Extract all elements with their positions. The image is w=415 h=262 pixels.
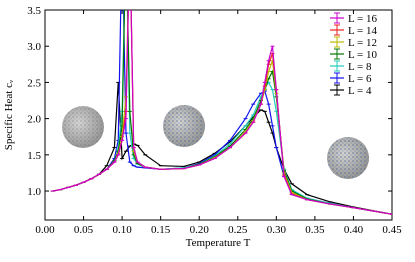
x-tick-label: 0.40 bbox=[344, 224, 364, 236]
y-tick-label: 2.5 bbox=[27, 77, 41, 89]
y-tick-label: 3.0 bbox=[27, 41, 41, 53]
series-line bbox=[52, 10, 392, 215]
legend-label: L = 4 bbox=[348, 85, 372, 97]
series-line bbox=[52, 10, 392, 215]
x-tick-label: 0.10 bbox=[112, 224, 132, 236]
plot-frame bbox=[44, 9, 393, 221]
series-line bbox=[52, 10, 392, 215]
series-line bbox=[52, 10, 392, 215]
series-line bbox=[52, 10, 392, 215]
legend-label: L = 12 bbox=[348, 37, 377, 49]
x-tick-label: 0.15 bbox=[151, 224, 171, 236]
x-tick-label: 0.45 bbox=[382, 224, 402, 236]
legend-label: L = 8 bbox=[348, 61, 372, 73]
x-tick-label: 0.25 bbox=[228, 224, 248, 236]
sphere-icons bbox=[62, 105, 369, 179]
plot-area bbox=[50, 10, 392, 215]
x-tick-label: 0.35 bbox=[305, 224, 325, 236]
x-tick-label: 0.20 bbox=[190, 224, 210, 236]
y-tick-label: 1.5 bbox=[27, 150, 41, 162]
x-tick-label: 0.05 bbox=[74, 224, 94, 236]
x-tick-label: 0.00 bbox=[35, 224, 55, 236]
x-tick-label: 0.30 bbox=[267, 224, 287, 236]
y-tick-label: 2.0 bbox=[27, 114, 41, 126]
legend-label: L = 14 bbox=[348, 25, 378, 37]
y-tick-label: 3.5 bbox=[27, 5, 41, 17]
legend-label: L = 10 bbox=[348, 49, 378, 61]
legend-label: L = 6 bbox=[348, 73, 372, 85]
y-axis-label: Specific Heat cᵥ bbox=[3, 79, 15, 150]
legend-label: L = 16 bbox=[348, 13, 378, 25]
series-line bbox=[52, 10, 392, 215]
y-tick-label: 1.0 bbox=[27, 186, 41, 198]
x-axis-label: Temperature T bbox=[186, 237, 251, 249]
